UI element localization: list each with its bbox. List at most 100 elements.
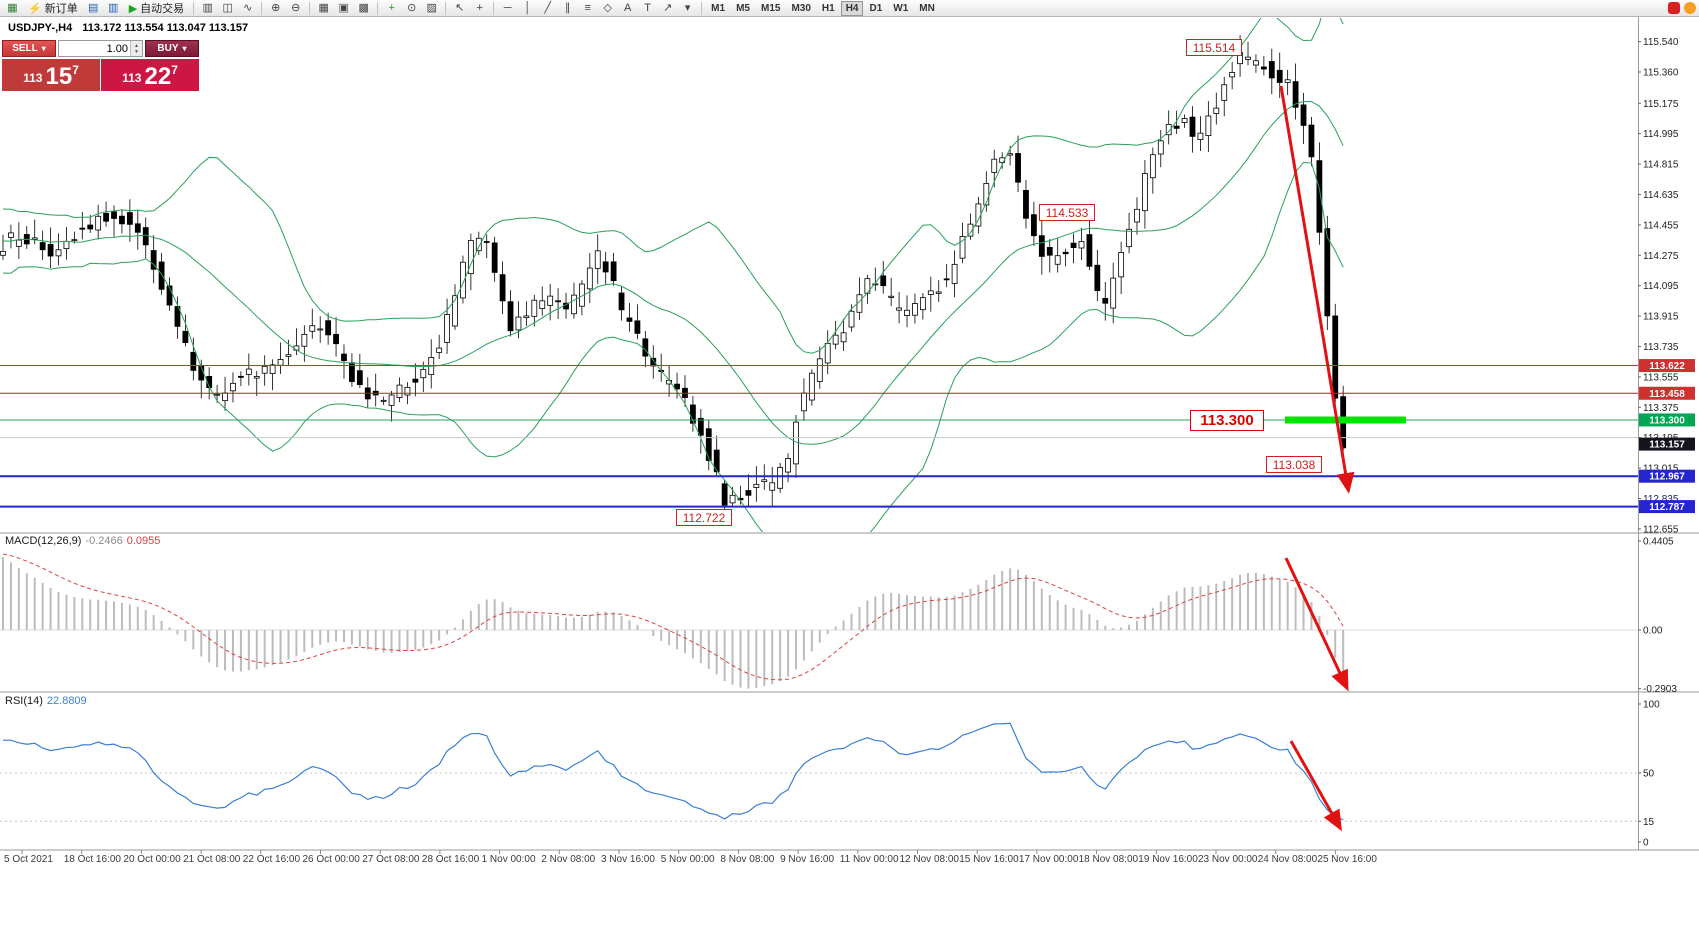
cascade-windows-icon[interactable]: ▩ (354, 0, 373, 17)
cursor-icon[interactable]: ↖ (450, 0, 469, 17)
timeframe-D1[interactable]: D1 (869, 2, 883, 14)
timeframe-M15[interactable]: M15 (760, 2, 781, 14)
trendline-icon[interactable]: ╱ (538, 0, 557, 17)
price-tag-113.622 (1639, 359, 1695, 373)
label-icon[interactable]: T (638, 0, 657, 17)
templates-icon[interactable]: ▨ (422, 0, 441, 17)
rsi-line (3, 722, 1344, 821)
spinner-down-icon[interactable]: ▼ (134, 48, 139, 55)
market-watch-icon[interactable]: ▤ (84, 0, 103, 17)
app-badge-orange-icon[interactable] (1684, 2, 1696, 14)
price-annotation-114.533[interactable]: 114.533 (1039, 204, 1095, 221)
timeframe-M5[interactable]: M5 (736, 2, 750, 14)
price-tick-label: 114.815 (1643, 160, 1679, 171)
candlestick-chart-icon[interactable]: ◫ (218, 0, 237, 17)
price-tag-text: 113.157 (1649, 440, 1685, 451)
sell-pipette: 7 (72, 63, 79, 77)
time-label: 5 Nov 00:00 (661, 854, 715, 865)
spinner-up-icon[interactable]: ▲ (134, 42, 139, 49)
chevron-down-icon: ▾ (41, 43, 46, 53)
macd-tick-label: 0.00 (1643, 626, 1663, 637)
horizontal-line-icon[interactable]: ─ (498, 0, 517, 17)
arrows-tool-icon[interactable]: ↗ (658, 0, 677, 17)
sell-price[interactable]: 113 15 7 (2, 59, 100, 91)
buy-button[interactable]: BUY ▾ (145, 40, 199, 57)
data-window-icon[interactable]: ▥ (104, 0, 123, 17)
trend-arrow-price[interactable] (1279, 85, 1355, 494)
text-icon[interactable]: A (618, 0, 637, 17)
timeframe-H1[interactable]: H1 (821, 2, 835, 14)
price-tick-label: 113.555 (1643, 372, 1679, 383)
price-annotation-113.038[interactable]: 113.038 (1266, 456, 1322, 473)
time-label: 27 Oct 08:00 (362, 854, 420, 865)
horizontal-levels[interactable] (0, 365, 1638, 508)
one-click-prices: 113 15 7 113 22 7 (2, 59, 199, 91)
time-label: 3 Nov 16:00 (601, 854, 655, 865)
price-tick-label: 112.835 (1643, 494, 1679, 505)
volume-input[interactable] (59, 41, 130, 56)
vertical-line-icon[interactable]: │ (518, 0, 537, 17)
time-label: 15 Nov 16:00 (959, 854, 1019, 865)
rsi-value: 22.8809 (46, 695, 87, 707)
time-label: 2 Nov 08:00 (541, 854, 595, 865)
trend-arrow-rsi[interactable] (1289, 740, 1342, 832)
tile-windows-icon[interactable]: ▦ (314, 0, 333, 17)
volume-field[interactable]: ▲ ▼ (58, 40, 143, 57)
bar-chart-icon[interactable]: ▥ (198, 0, 217, 17)
app-badge-red-icon[interactable] (1668, 2, 1680, 14)
macd-signal-value: 0.0955 (126, 535, 161, 547)
price-tick-label: 112.655 (1643, 524, 1679, 535)
periods-icon[interactable]: ⊙ (402, 0, 421, 17)
chart-canvas[interactable]: 115.540 115.360 115.175 114.995 114.815 114.6… (0, 17, 1699, 943)
timeframe-MN[interactable]: MN (919, 2, 935, 14)
shapes-icon[interactable]: ◇ (598, 0, 617, 17)
sell-pips: 15 (45, 63, 73, 90)
arrange-vertical-icon[interactable]: ▣ (334, 0, 353, 17)
toolbar-separator (193, 1, 195, 15)
timeframe-M30[interactable]: M30 (791, 2, 811, 14)
timeframe-W1[interactable]: W1 (893, 2, 909, 14)
crosshair-icon[interactable]: + (470, 0, 489, 17)
price-tick-label: 115.360 (1643, 68, 1679, 79)
equidistant-channel-icon[interactable]: ∥ (558, 0, 577, 17)
new-chart-icon[interactable]: ▦ (3, 0, 22, 17)
shapes-icon-glyph: ◇ (603, 1, 612, 14)
indicators-icon-glyph: + (388, 1, 395, 14)
new-chart-icon-glyph: ▦ (7, 1, 18, 14)
time-label: 17 Nov 00:00 (1019, 854, 1079, 865)
trend-arrow-macd[interactable] (1284, 557, 1349, 692)
arrows-tool-icon-glyph: ↗ (663, 1, 673, 14)
volume-spinner[interactable]: ▲ ▼ (130, 41, 142, 56)
price-tick-label: 113.735 (1643, 342, 1679, 353)
auto-trading-button[interactable]: ▶ 自动交易 (124, 0, 189, 17)
price-annotation-113.300[interactable]: 113.300 (1190, 410, 1264, 431)
time-label: 18 Oct 16:00 (64, 854, 122, 865)
line-chart-icon[interactable]: ∿ (238, 0, 257, 17)
time-label: 11 Nov 00:00 (840, 854, 899, 865)
fibonacci-icon[interactable]: ≡ (578, 0, 597, 17)
buy-price[interactable]: 113 22 7 (101, 59, 199, 91)
timeframe-M1[interactable]: M1 (711, 2, 726, 14)
timeframe-H4[interactable]: H4 (840, 0, 864, 16)
vertical-line-icon-glyph: │ (524, 1, 532, 14)
zoom-in-icon[interactable]: ⊕ (266, 0, 285, 17)
sell-button[interactable]: SELL ▾ (2, 40, 56, 57)
time-label: 1 Nov 00:00 (482, 854, 536, 865)
new-order-button[interactable]: ⚡ 新订单 (23, 0, 83, 17)
price-tick-label: 114.455 (1643, 220, 1679, 231)
ohlc-values: 113.172 113.554 113.047 113.157 (82, 22, 249, 34)
price-annotation-115.514[interactable]: 115.514 (1186, 39, 1242, 56)
indicators-icon[interactable]: + (382, 0, 401, 17)
macd-tick-label: -0.2903 (1643, 684, 1677, 695)
zoom-out-icon[interactable]: ⊖ (286, 0, 305, 17)
price-annotation-112.722[interactable]: 112.722 (676, 509, 732, 526)
time-label: 18 Nov 08:00 (1079, 854, 1139, 865)
chart-title: USDJPY-,H4 113.172 113.554 113.047 113.1… (8, 22, 248, 34)
crosshair-icon-glyph: + (476, 1, 483, 14)
new-order-button-glyph: ⚡ (28, 2, 42, 15)
macd-label: MACD(12,26,9) -0.2466 0.0955 (5, 535, 164, 547)
buy-big-figure: 113 (122, 71, 142, 85)
text-icon-glyph: A (624, 1, 632, 14)
arrows-dropdown-caret[interactable]: ▾ (678, 0, 697, 17)
fibonacci-icon-glyph: ≡ (584, 1, 591, 14)
